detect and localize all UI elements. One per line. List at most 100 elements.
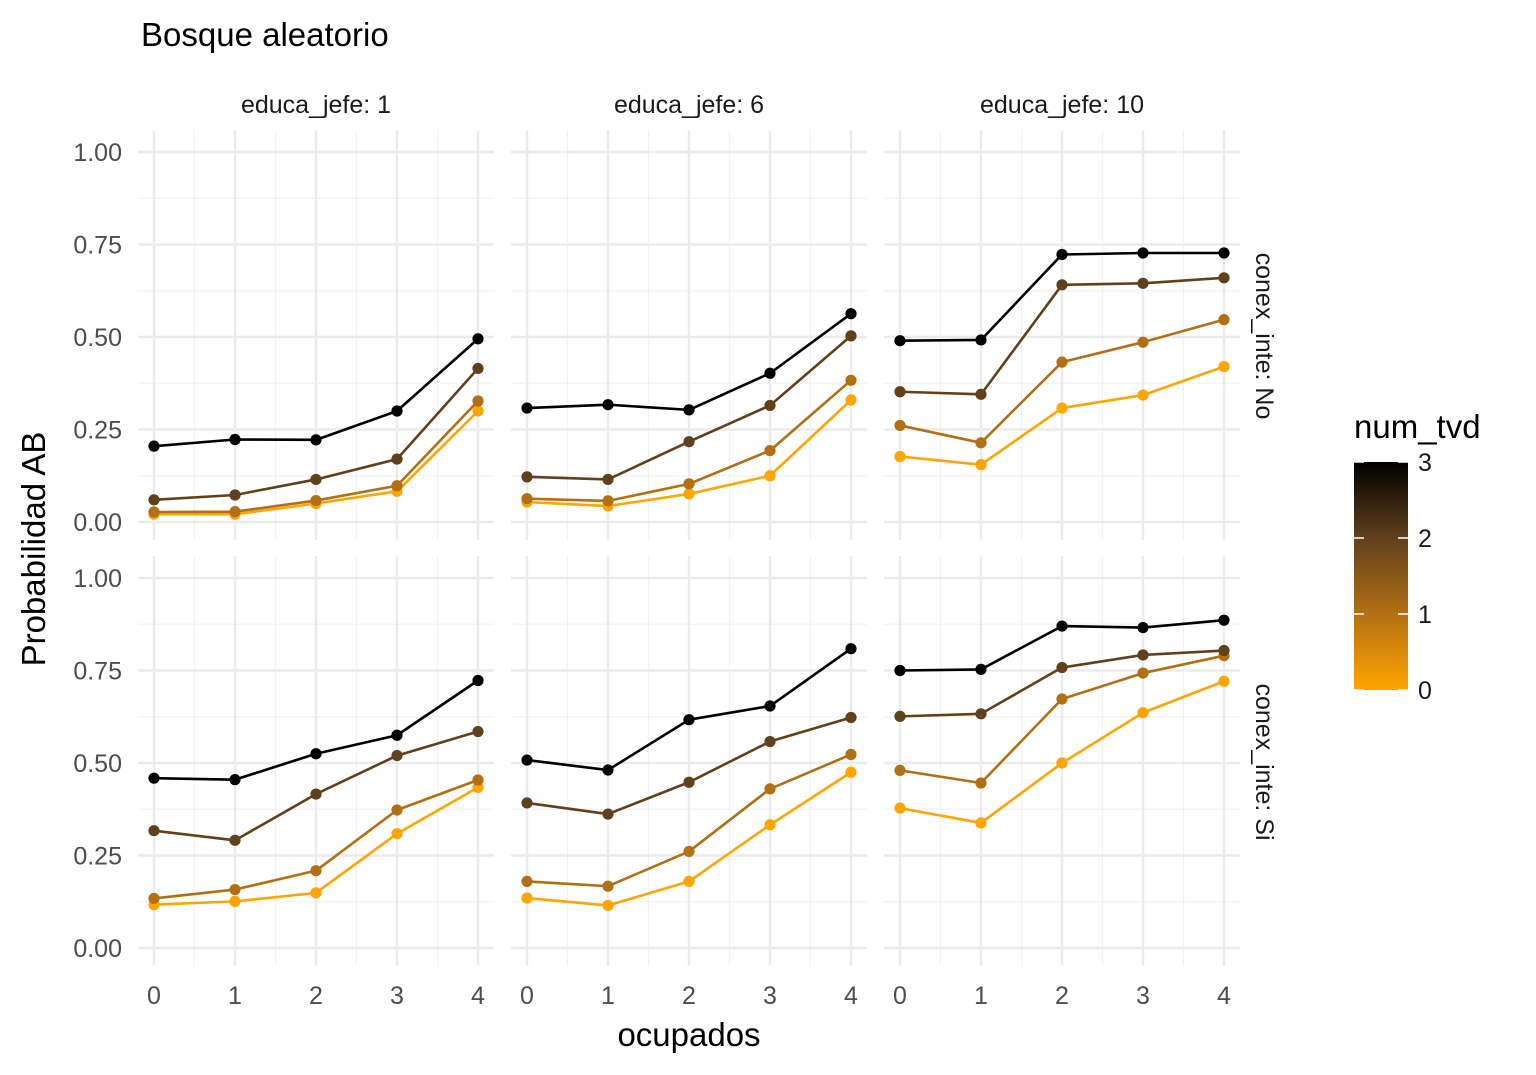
data-point-num-tvd-3 <box>310 748 322 760</box>
data-point-num-tvd-2 <box>602 808 614 820</box>
col-strip-educa-jefe-6: educa_jefe: 6 <box>614 91 764 119</box>
data-point-num-tvd-3 <box>602 764 614 776</box>
x-tick-label: 2 <box>682 982 696 1010</box>
x-tick-label: 1 <box>601 982 615 1010</box>
data-point-num-tvd-3 <box>602 399 614 411</box>
data-point-num-tvd-1 <box>845 374 857 386</box>
data-point-num-tvd-3 <box>1218 247 1230 259</box>
data-point-num-tvd-2 <box>472 725 484 738</box>
data-point-num-tvd-1 <box>472 774 484 786</box>
y-tick-label: 0.00 <box>73 509 122 537</box>
data-point-num-tvd-3 <box>310 434 322 446</box>
data-point-num-tvd-3 <box>764 700 776 712</box>
data-point-num-tvd-2 <box>683 436 695 448</box>
data-point-num-tvd-2 <box>845 330 857 342</box>
data-point-num-tvd-2 <box>1218 644 1230 657</box>
data-point-num-tvd-3 <box>472 333 484 345</box>
data-point-num-tvd-0 <box>229 895 241 907</box>
data-point-num-tvd-3 <box>1218 614 1230 626</box>
data-point-num-tvd-3 <box>472 674 484 687</box>
data-point-num-tvd-3 <box>148 440 160 452</box>
col-strip-educa-jefe-1: educa_jefe: 1 <box>241 91 391 119</box>
data-point-num-tvd-2 <box>310 788 322 800</box>
data-point-num-tvd-0 <box>683 488 695 500</box>
data-point-num-tvd-0 <box>683 875 695 888</box>
legend-tick-label: 0 <box>1418 677 1432 705</box>
data-point-num-tvd-3 <box>894 335 906 347</box>
data-point-num-tvd-2 <box>391 750 403 762</box>
data-point-num-tvd-2 <box>894 386 906 398</box>
data-point-num-tvd-2 <box>1137 277 1149 289</box>
data-point-num-tvd-1 <box>310 865 322 877</box>
x-tick-label: 2 <box>309 982 323 1010</box>
data-point-num-tvd-2 <box>764 399 776 412</box>
data-point-num-tvd-3 <box>1056 620 1068 632</box>
y-tick-label: 0.75 <box>73 232 122 260</box>
data-point-num-tvd-0 <box>1218 361 1230 373</box>
data-point-num-tvd-1 <box>975 777 987 789</box>
y-tick-label: 0.75 <box>73 658 122 686</box>
row-strip-conex-inte-no: conex_inte: No <box>1250 253 1278 420</box>
data-point-num-tvd-1 <box>391 480 403 492</box>
data-point-num-tvd-0 <box>472 405 484 417</box>
data-point-num-tvd-2 <box>975 388 987 400</box>
data-point-num-tvd-2 <box>521 797 533 809</box>
data-point-num-tvd-1 <box>1218 314 1230 326</box>
x-tick-label: 2 <box>1055 982 1069 1010</box>
data-point-num-tvd-2 <box>764 735 776 748</box>
data-point-num-tvd-0 <box>391 828 403 840</box>
data-point-num-tvd-1 <box>894 419 906 432</box>
x-tick-label: 3 <box>763 982 777 1010</box>
x-axis-title: ocupados <box>617 1016 760 1053</box>
data-point-num-tvd-3 <box>229 433 241 446</box>
x-tick-label: 1 <box>974 982 988 1010</box>
data-point-num-tvd-3 <box>1056 248 1068 261</box>
data-point-num-tvd-0 <box>1056 402 1068 414</box>
legend-tick-label: 1 <box>1418 601 1432 629</box>
data-point-num-tvd-1 <box>472 395 484 407</box>
col-strip-educa-jefe-10: educa_jefe: 10 <box>980 91 1144 119</box>
data-point-num-tvd-0 <box>845 394 857 406</box>
panel: 0 1 2 3 4 <box>884 556 1240 1010</box>
panel: 0.00 0.25 0.50 0.75 1.00 <box>73 130 494 540</box>
data-point-num-tvd-3 <box>521 402 533 414</box>
data-point-num-tvd-1 <box>521 493 533 505</box>
x-tick-label: 0 <box>520 982 534 1010</box>
data-point-num-tvd-2 <box>310 473 322 486</box>
data-point-num-tvd-1 <box>894 764 906 777</box>
data-point-num-tvd-1 <box>683 478 695 490</box>
data-point-num-tvd-1 <box>1137 336 1149 348</box>
legend: num_tvd 0 1 2 3 <box>1354 408 1481 705</box>
y-tick-label: 0.25 <box>73 843 122 871</box>
x-tick-label: 4 <box>471 982 485 1010</box>
data-point-num-tvd-0 <box>975 459 987 471</box>
data-point-num-tvd-0 <box>602 899 614 912</box>
data-point-num-tvd-3 <box>894 664 906 677</box>
data-point-num-tvd-2 <box>975 708 987 720</box>
data-point-num-tvd-0 <box>764 470 776 482</box>
data-point-num-tvd-1 <box>229 883 241 896</box>
data-point-num-tvd-3 <box>229 774 241 786</box>
chart-title: Bosque aleatorio <box>141 16 389 53</box>
data-point-num-tvd-1 <box>148 892 160 905</box>
data-point-num-tvd-3 <box>1137 247 1149 259</box>
panel: 0.00 0.25 0.50 0.75 1.00 0 1 2 3 4 <box>73 556 494 1010</box>
x-tick-label: 4 <box>844 982 858 1010</box>
data-point-num-tvd-3 <box>683 404 695 416</box>
data-point-num-tvd-0 <box>975 817 987 829</box>
data-point-num-tvd-0 <box>1137 707 1149 719</box>
data-point-num-tvd-0 <box>1056 757 1068 769</box>
data-point-num-tvd-2 <box>148 494 160 506</box>
data-point-num-tvd-3 <box>521 754 533 766</box>
data-point-num-tvd-0 <box>521 892 533 904</box>
legend-title: num_tvd <box>1354 408 1481 445</box>
data-point-num-tvd-3 <box>764 367 776 379</box>
data-point-num-tvd-3 <box>975 663 987 675</box>
x-tick-label: 3 <box>390 982 404 1010</box>
data-point-num-tvd-1 <box>975 437 987 449</box>
data-point-num-tvd-2 <box>472 362 484 375</box>
data-point-num-tvd-1 <box>391 804 403 816</box>
x-tick-label: 1 <box>228 982 242 1010</box>
data-point-num-tvd-2 <box>894 710 906 722</box>
data-point-num-tvd-3 <box>975 334 987 346</box>
